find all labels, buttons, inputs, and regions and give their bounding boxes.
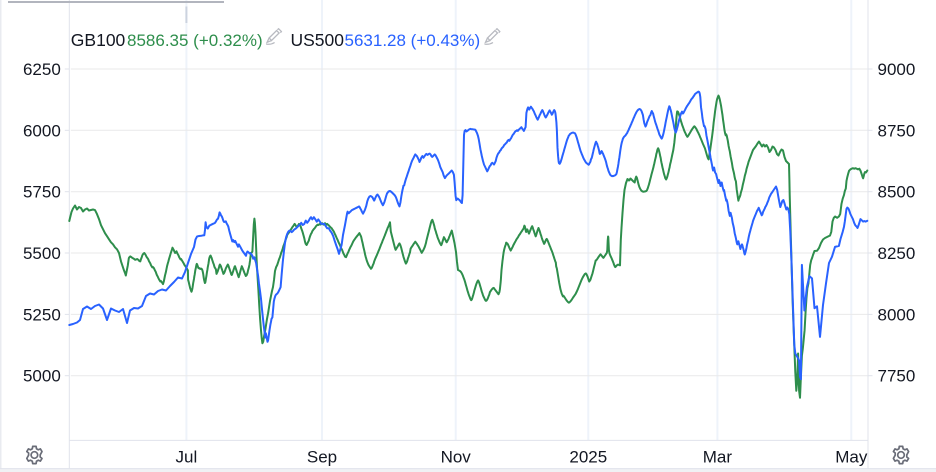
svg-text:8750: 8750 (878, 121, 916, 140)
svg-text:5631.28 (+0.43%): 5631.28 (+0.43%) (345, 31, 481, 50)
svg-text:8000: 8000 (878, 305, 916, 324)
svg-text:GB100: GB100 (71, 30, 126, 50)
svg-text:5000: 5000 (23, 367, 61, 386)
svg-text:6250: 6250 (23, 60, 61, 79)
svg-text:8586.35 (+0.32%): 8586.35 (+0.32%) (127, 31, 263, 50)
svg-text:May: May (835, 448, 868, 467)
svg-text:Mar: Mar (703, 448, 733, 467)
svg-text:8500: 8500 (878, 183, 916, 202)
svg-text:5500: 5500 (23, 244, 61, 263)
svg-text:7750: 7750 (878, 367, 916, 386)
svg-text:6000: 6000 (23, 121, 61, 140)
svg-text:US500: US500 (291, 30, 345, 50)
svg-text:5250: 5250 (23, 305, 61, 324)
svg-text:Jul: Jul (176, 448, 198, 467)
svg-text:Nov: Nov (441, 448, 472, 467)
svg-text:5750: 5750 (23, 183, 61, 202)
svg-text:8250: 8250 (878, 244, 916, 263)
svg-text:2025: 2025 (569, 448, 607, 467)
svg-text:Sep: Sep (307, 448, 337, 467)
svg-text:9000: 9000 (878, 60, 916, 79)
